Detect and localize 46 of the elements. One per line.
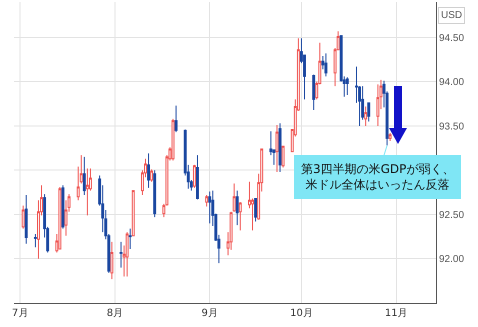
candlestick [346, 76, 349, 96]
candlestick [153, 170, 156, 218]
candlestick [312, 74, 316, 111]
candlestick [150, 168, 154, 182]
y-tick-label: 94.00 [439, 77, 464, 88]
candlestick [367, 102, 370, 122]
candlestick [110, 241, 114, 280]
candlestick [128, 228, 132, 250]
candlestick [82, 156, 86, 196]
candlestick [278, 122, 282, 172]
candlestick [208, 190, 212, 224]
candlestick [34, 233, 37, 248]
candlestick [61, 184, 64, 230]
candlestick [192, 164, 196, 188]
candlestick [364, 106, 368, 126]
candlestick [232, 182, 236, 212]
text: USD [441, 10, 462, 21]
candlestick [126, 232, 129, 277]
candlestick [388, 132, 392, 142]
x-tick-label: 9月 [202, 308, 218, 319]
annotation: 第3四半期の米GDPが弱く、米ドル全体はいったん反落 [301, 162, 454, 192]
candlestick [238, 202, 242, 231]
x-tick-label: 8月 [106, 308, 124, 319]
y-tick-label: 94.50 [439, 32, 464, 44]
candlestick [172, 118, 174, 161]
x-tick-label: 10月 [290, 308, 313, 319]
candlestick [147, 152, 150, 188]
candlestick [196, 154, 199, 200]
candlestick [236, 190, 239, 226]
x-tick-label: 7月 [12, 308, 28, 319]
candlestick [254, 198, 258, 222]
candlestick [174, 105, 178, 133]
candlestick [376, 84, 380, 126]
candlestick [22, 205, 25, 230]
candlestick [282, 146, 285, 168]
candlestick [120, 241, 122, 268]
candlestick [205, 194, 208, 207]
candlestick [58, 186, 62, 250]
candlestick [24, 194, 28, 244]
y-tick-label: 93.50 [439, 121, 464, 132]
candlestick [276, 124, 278, 172]
candlestick [86, 168, 89, 216]
x-tick-label: 11月 [384, 308, 408, 319]
candlestick [324, 52, 328, 77]
y-tick-label: 92.50 [439, 210, 464, 221]
y-tick-label: 92.00 [439, 254, 464, 266]
